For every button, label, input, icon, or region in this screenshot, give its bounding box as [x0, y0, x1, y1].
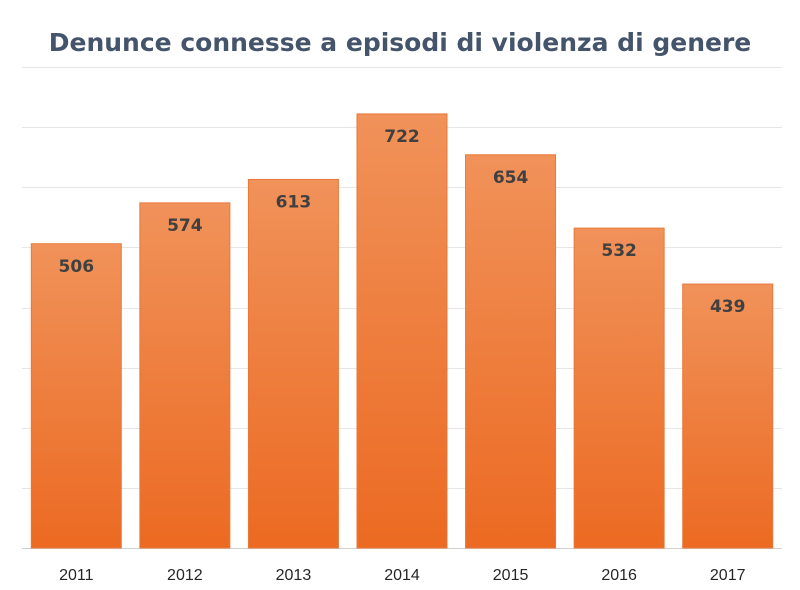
- data-label-2015: 654: [493, 168, 529, 188]
- bar-2016: [573, 227, 665, 549]
- chart-title: Denunce connesse a episodi di violenza d…: [48, 28, 752, 57]
- bars: [30, 113, 774, 549]
- x-tick-label-2017: 2017: [710, 567, 746, 584]
- x-axis-tick-labels: 2011 2012 2013 2014 2015 2016 2017: [59, 567, 746, 584]
- data-label-2017: 439: [710, 297, 746, 317]
- data-label-2016: 532: [601, 241, 637, 261]
- data-label-2012: 574: [167, 216, 203, 236]
- x-tick-label-2016: 2016: [601, 567, 637, 584]
- data-labels: 506 574 613 722 654 532 439: [59, 127, 746, 317]
- bar-2015: [465, 154, 557, 549]
- x-tick-label-2011: 2011: [59, 567, 94, 584]
- x-tick-label-2014: 2014: [384, 567, 420, 584]
- data-label-2014: 722: [384, 127, 420, 147]
- bar-2017: [682, 283, 774, 549]
- x-tick-label-2012: 2012: [167, 567, 203, 584]
- data-label-2013: 613: [276, 192, 312, 212]
- x-tick-label-2015: 2015: [493, 567, 529, 584]
- bar-2012: [139, 202, 231, 549]
- x-tick-label-2013: 2013: [276, 567, 312, 584]
- bar-2014: [356, 113, 448, 549]
- data-label-2011: 506: [59, 257, 95, 277]
- bar-2011: [30, 243, 122, 549]
- bar-2013: [247, 178, 339, 549]
